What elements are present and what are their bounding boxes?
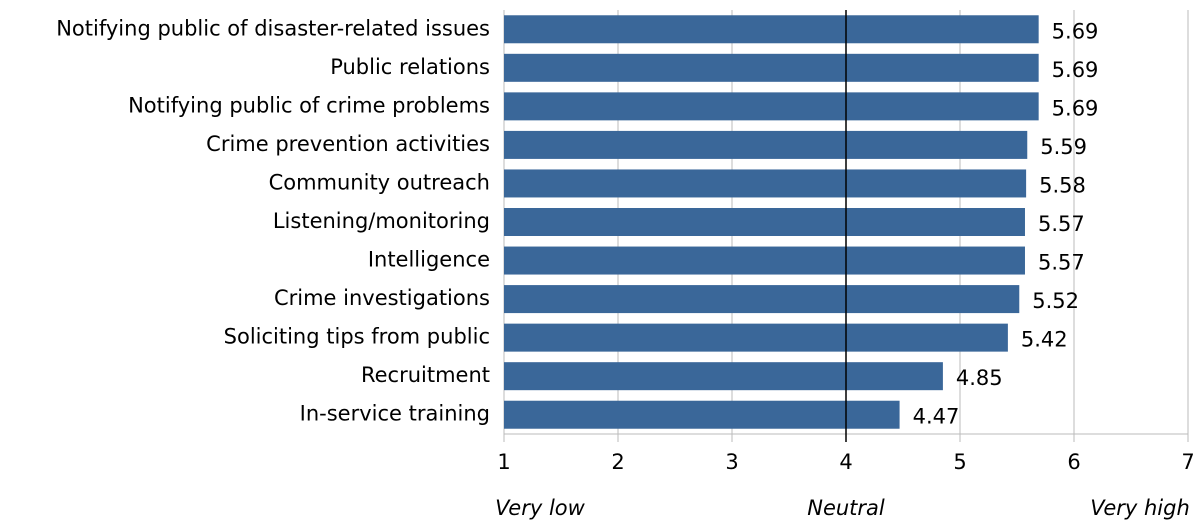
y-tick-label: Recruitment	[361, 363, 490, 387]
bar	[504, 208, 1025, 236]
value-label: 5.69	[1052, 19, 1099, 43]
bar	[504, 92, 1039, 121]
bar	[504, 130, 1028, 159]
value-label: 4.85	[956, 366, 1003, 390]
bar	[504, 285, 1020, 314]
annotation: Very high	[1090, 496, 1190, 520]
x-tick-label: 3	[725, 450, 738, 474]
y-tick-label: Crime investigations	[274, 286, 490, 310]
bar	[504, 246, 1025, 275]
value-label: 5.52	[1032, 289, 1079, 313]
y-tick-label: Notifying public of disaster-related iss…	[56, 16, 490, 40]
y-tick-label: In-service training	[300, 402, 490, 426]
y-tick-label: Listening/monitoring	[273, 209, 490, 233]
x-tick-label: 2	[611, 450, 624, 474]
annotation: Neutral	[807, 496, 885, 520]
value-label: 5.42	[1021, 328, 1068, 352]
value-label: 5.69	[1052, 58, 1099, 82]
x-tick-label: 5	[953, 450, 966, 474]
bar	[504, 400, 900, 429]
value-label: 4.47	[913, 405, 960, 429]
value-label: 5.57	[1038, 251, 1085, 275]
annotation: Very low	[495, 496, 585, 520]
y-tick-label: Notifying public of crime problems	[128, 93, 490, 117]
y-tick-label: Intelligence	[368, 248, 490, 272]
y-tick-label: Public relations	[330, 55, 490, 79]
value-label: 5.57	[1038, 212, 1085, 236]
bar	[504, 323, 1008, 352]
x-tick-label: 4	[839, 450, 852, 474]
x-tick-label: 1	[497, 450, 510, 474]
bar	[504, 15, 1039, 44]
x-tick-label: 6	[1067, 450, 1080, 474]
value-label: 5.58	[1039, 173, 1086, 197]
y-tick-label: Soliciting tips from public	[224, 325, 490, 349]
value-label: 5.69	[1052, 96, 1099, 120]
bar	[504, 169, 1027, 198]
bar	[504, 53, 1039, 82]
bar	[504, 362, 943, 391]
y-tick-label: Community outreach	[269, 170, 490, 194]
value-label: 5.59	[1040, 135, 1087, 159]
y-tick-label: Crime prevention activities	[206, 132, 490, 156]
x-tick-label: 7	[1181, 450, 1194, 474]
